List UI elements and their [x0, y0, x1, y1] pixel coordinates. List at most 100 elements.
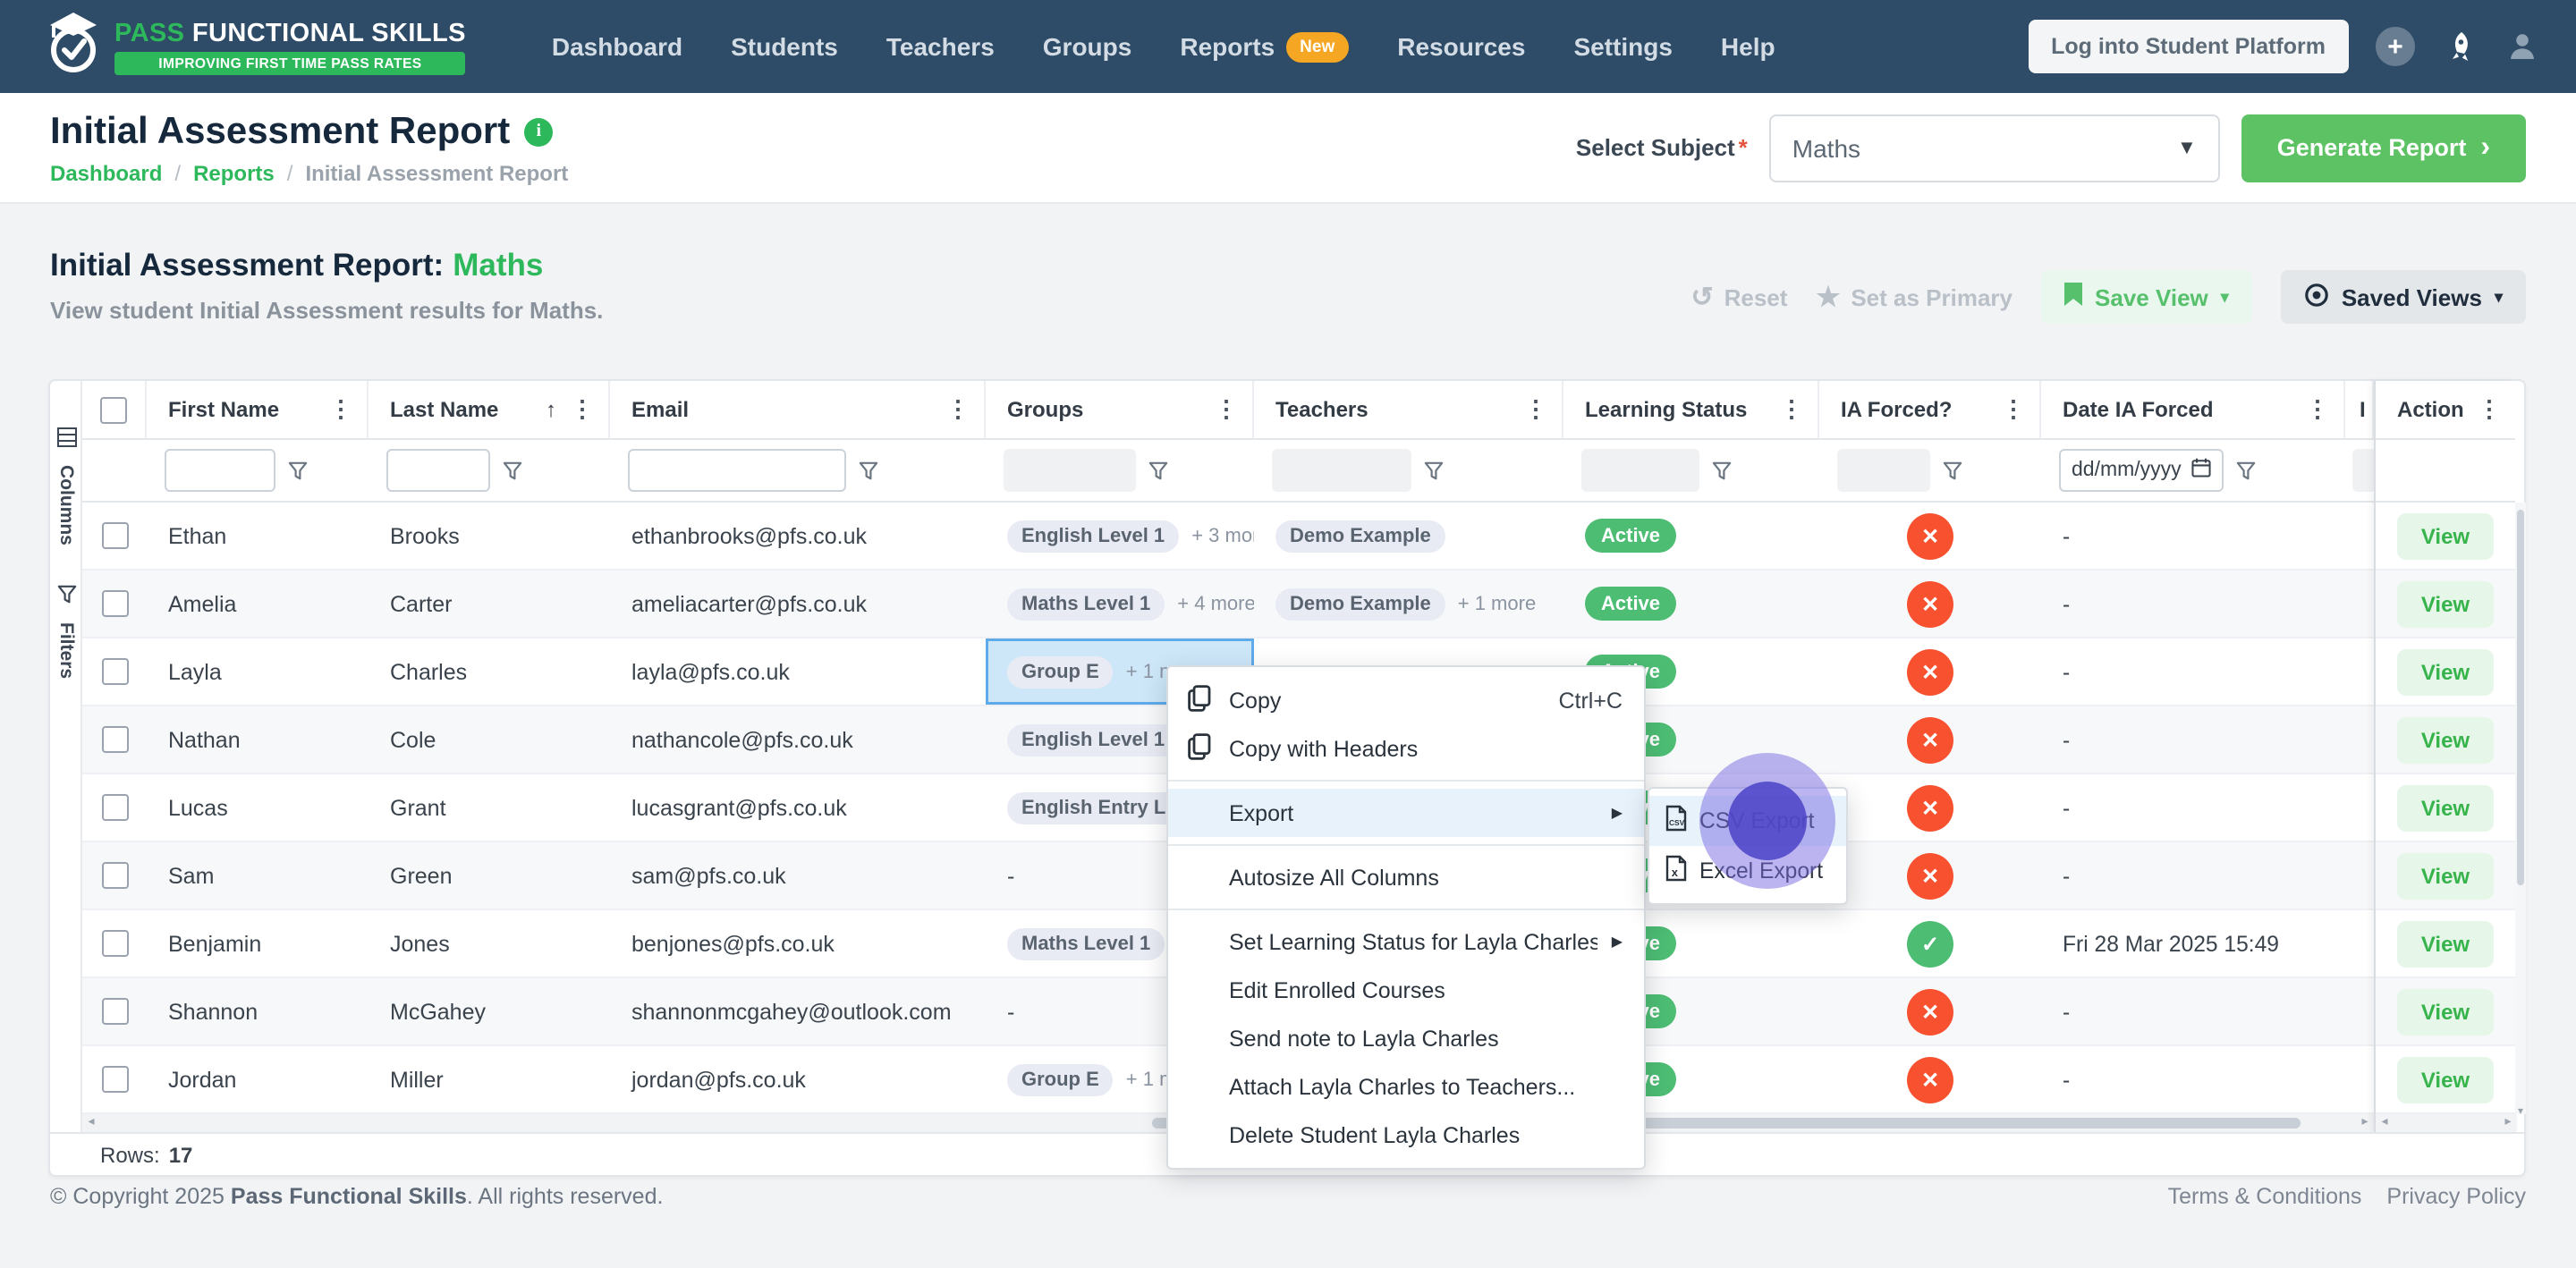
context-menu-item[interactable]: Export ▶ — [1168, 789, 1644, 837]
nav-item[interactable]: Resources — [1397, 32, 1526, 61]
cell-email[interactable]: shannonmcgahey@outlook.com — [631, 999, 952, 1024]
cell-date-ia-forced[interactable]: - — [2063, 795, 2071, 820]
col-header-truncated[interactable]: I — [2360, 397, 2366, 422]
rocket-icon[interactable] — [2442, 29, 2478, 64]
set-as-primary-button[interactable]: ★ Set as Primary — [1816, 283, 2013, 313]
nav-item[interactable]: Teachers — [886, 32, 995, 61]
scroll-left-icon[interactable]: ◂ — [2381, 1116, 2388, 1129]
cell-groups[interactable]: - — [1007, 863, 1015, 888]
scroll-right-icon[interactable]: ▸ — [2504, 1116, 2512, 1129]
filter-icon[interactable] — [1424, 461, 1444, 480]
column-menu-icon[interactable]: ⋮ — [2478, 395, 2501, 422]
cell-email[interactable]: ameliacarter@pfs.co.uk — [631, 591, 867, 616]
column-menu-icon[interactable]: ⋮ — [2306, 395, 2329, 422]
terms-link[interactable]: Terms & Conditions — [2167, 1184, 2362, 1209]
context-menu-item[interactable]: Attach Layla Charles to Teachers... ▶ — [1229, 1074, 1576, 1099]
cell-date-ia-forced[interactable]: - — [2063, 863, 2071, 888]
filter-icon[interactable] — [859, 461, 878, 480]
column-menu-icon[interactable]: ⋮ — [2002, 395, 2025, 422]
calendar-icon[interactable] — [2192, 458, 2212, 483]
col-header-first-name[interactable]: First Name — [168, 397, 280, 422]
context-menu-item[interactable]: Copy Ctrl+C ▶ — [1168, 676, 1644, 724]
scrollbar-thumb[interactable] — [2517, 510, 2524, 885]
context-menu-item[interactable]: Edit Enrolled Courses ▶ — [1229, 977, 1445, 1002]
cell-date-ia-forced[interactable]: Fri 28 Mar 2025 15:49 — [2063, 931, 2279, 956]
cell-first-name[interactable]: Lucas — [168, 795, 228, 820]
row-checkbox[interactable] — [101, 794, 128, 821]
view-button[interactable]: View — [2397, 1056, 2494, 1103]
cell-first-name[interactable]: Ethan — [168, 523, 227, 548]
cell-first-name[interactable]: Amelia — [168, 591, 237, 616]
cell-teachers[interactable]: Demo Example + 1 more — [1254, 571, 1563, 637]
cell-date-ia-forced[interactable]: - — [2063, 999, 2071, 1024]
context-menu-item[interactable]: Delete Student Layla Charles ▶ — [1229, 1122, 1521, 1147]
nav-item[interactable]: Reports New — [1180, 31, 1350, 62]
filter-icon[interactable] — [288, 461, 308, 480]
vertical-scrollbar[interactable]: ▾ — [2515, 503, 2526, 1118]
reset-button[interactable]: ↺ Reset — [1690, 283, 1788, 313]
email-filter-input[interactable] — [628, 449, 846, 492]
cell-first-name[interactable]: Sam — [168, 863, 215, 888]
brand-logo[interactable]: PASS FUNCTIONAL SKILLS IMPROVING FIRST T… — [47, 12, 466, 81]
user-icon[interactable] — [2504, 29, 2540, 64]
cell-last-name[interactable]: Grant — [390, 795, 446, 820]
cell-email[interactable]: lucasgrant@pfs.co.uk — [631, 795, 847, 820]
cell-last-name[interactable]: Green — [390, 863, 453, 888]
cell-last-name[interactable]: Jones — [390, 931, 450, 956]
cell-groups[interactable]: English Level 1 + 3 more — [986, 503, 1254, 569]
cell-teachers[interactable]: Demo Example — [1254, 503, 1563, 569]
last-name-filter-input[interactable] — [386, 449, 490, 492]
cell-last-name[interactable]: Miller — [390, 1067, 444, 1092]
info-icon[interactable]: i — [524, 117, 554, 146]
cell-ia-forced[interactable]: ✕ ✓ — [1819, 638, 2041, 705]
add-icon[interactable]: + — [2376, 27, 2415, 66]
cell-email[interactable]: ethanbrooks@pfs.co.uk — [631, 523, 868, 548]
row-checkbox[interactable] — [101, 862, 128, 889]
column-menu-icon[interactable]: ⋮ — [1524, 395, 1547, 422]
cell-learning-status[interactable]: Active — [1563, 503, 1819, 569]
cell-first-name[interactable]: Jordan — [168, 1067, 237, 1092]
cell-last-name[interactable]: McGahey — [390, 999, 486, 1024]
cell-last-name[interactable]: Brooks — [390, 523, 460, 548]
view-button[interactable]: View — [2397, 580, 2494, 627]
context-menu-item[interactable]: Send note to Layla Charles ▶ — [1229, 1026, 1499, 1051]
saved-views-button[interactable]: Saved Views ▾ — [2280, 270, 2526, 324]
cell-groups[interactable]: English Level 1 + 2 more — [986, 706, 1254, 773]
breadcrumb-dashboard[interactable]: Dashboard — [50, 160, 163, 185]
cell-email[interactable]: benjones@pfs.co.uk — [631, 931, 835, 956]
cell-date-ia-forced[interactable]: - — [2063, 727, 2071, 752]
context-menu-item[interactable]: Set Learning Status for Layla Charles ▶ — [1229, 929, 1623, 954]
nav-item[interactable]: Settings — [1573, 32, 1673, 61]
cell-email[interactable]: nathancole@pfs.co.uk — [631, 727, 853, 752]
breadcrumb-reports[interactable]: Reports — [193, 160, 275, 185]
row-checkbox[interactable] — [101, 1066, 128, 1093]
view-button[interactable]: View — [2397, 784, 2494, 831]
cell-ia-forced[interactable]: ✕ ✓ — [1819, 978, 2041, 1044]
view-button[interactable]: View — [2397, 988, 2494, 1035]
view-button[interactable]: View — [2397, 648, 2494, 695]
cell-ia-forced[interactable]: ✕ ✓ — [1819, 910, 2041, 976]
date-filter-input[interactable]: dd/mm/yyyy — [2059, 449, 2224, 492]
col-header-action[interactable]: Action — [2397, 397, 2464, 422]
cell-first-name[interactable]: Layla — [168, 659, 222, 684]
view-button[interactable]: View — [2397, 512, 2494, 559]
view-button[interactable]: View — [2397, 716, 2494, 763]
cell-ia-forced[interactable]: ✕ ✓ — [1819, 706, 2041, 773]
column-menu-icon[interactable]: ⋮ — [946, 395, 970, 422]
cell-ia-forced[interactable]: ✕ ✓ — [1819, 503, 2041, 569]
cell-date-ia-forced[interactable]: - — [2063, 523, 2071, 548]
column-menu-icon[interactable]: ⋮ — [1780, 395, 1803, 422]
cell-learning-status[interactable]: Active — [1563, 571, 1819, 637]
col-header-email[interactable]: Email — [631, 397, 690, 422]
save-view-button[interactable]: Save View ▾ — [2041, 270, 2252, 324]
footer-brand[interactable]: Pass Functional Skills — [230, 1184, 467, 1209]
submenu-item[interactable]: CSV x CSV Export — [1649, 796, 1846, 846]
column-menu-icon[interactable]: ⋮ — [329, 395, 352, 422]
cell-last-name[interactable]: Carter — [390, 591, 453, 616]
view-button[interactable]: View — [2397, 920, 2494, 967]
nav-item[interactable]: Help — [1720, 32, 1775, 61]
col-header-last-name[interactable]: Last Name — [390, 397, 499, 422]
filters-panel-tab[interactable]: Filters — [50, 581, 82, 679]
context-menu-item[interactable]: Autosize All Columns ▶ — [1229, 865, 1439, 890]
col-header-date-ia-forced[interactable]: Date IA Forced — [2063, 397, 2214, 422]
